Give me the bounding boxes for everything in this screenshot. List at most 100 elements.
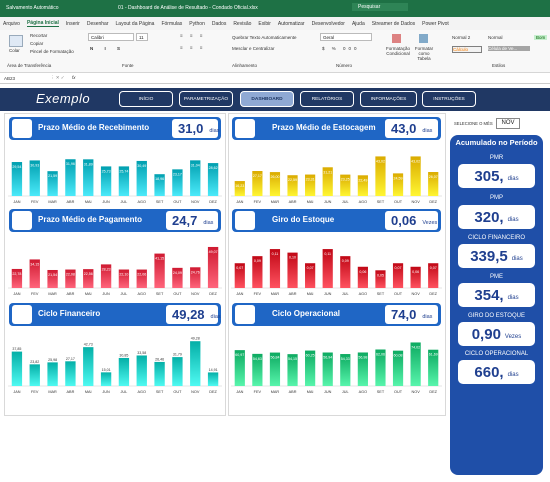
accumulated-panel: Acumulado no Período PMR 305, dias PMP 32… [450, 135, 543, 475]
merge-center-button[interactable]: Mesclar e Centralizar [232, 46, 275, 51]
nav-inicio-button[interactable]: INÍCIO [119, 91, 173, 107]
chart-data-label: 25,73 [102, 169, 111, 173]
chart-tick-label: ABR [289, 292, 297, 296]
menu-item[interactable]: Fórmulas [161, 20, 183, 27]
chart-bar [322, 167, 333, 196]
chart-tick-label: MAR [48, 200, 57, 204]
giro-estoque-label: GIRO DO ESTOQUE [468, 313, 525, 319]
style-celula-verificacao[interactable]: Célula de Ve... [488, 46, 530, 51]
font-size-select[interactable]: 11 [136, 33, 148, 41]
chart-bar [83, 269, 94, 288]
conditional-format-button[interactable]: Formatação Condicional [385, 46, 410, 56]
menu-item[interactable]: Dados [211, 20, 227, 27]
autosave-label[interactable]: Salvamento Automático [6, 5, 59, 11]
align-top-buttons[interactable]: ≡ ≡ ≡ [180, 33, 206, 38]
chart-bar [190, 267, 201, 288]
nav-band: Exemplo INÍCIO PARAMETRIZAÇÃO DASHBOARD … [0, 88, 550, 111]
chart-data-label: 49,28 [191, 337, 200, 341]
chart-bar [269, 172, 281, 196]
nav-instrucoes-button[interactable]: INSTRUÇÕES [422, 91, 476, 107]
font-name-select[interactable]: Calibri [88, 33, 134, 41]
boxes-icon: ▣ [235, 211, 255, 230]
menu-item[interactable]: Automatizar [277, 20, 305, 27]
chart-data-label: 31,89 [84, 162, 93, 166]
menu-item[interactable]: Desenhar [86, 20, 109, 27]
chart-tick-label: DEZ [209, 200, 217, 204]
chart-data-label: 33,58 [137, 351, 146, 355]
chart-tick-label: OUT [394, 390, 403, 394]
menu-item[interactable]: Power Pivot [422, 20, 449, 27]
chart-data-label: 25,98 [48, 358, 57, 362]
card-pme-value: 43,0 dias [385, 119, 438, 138]
chart-bar [305, 174, 316, 196]
dashboard-title: Exemplo [36, 91, 91, 106]
chart-data-label: 37,85 [12, 347, 21, 351]
number-format-buttons[interactable]: $ % 000 [322, 46, 360, 51]
chart-tick-label: AGO [359, 292, 367, 296]
alignment-group-label: Alinhamento [232, 63, 258, 68]
chart-tick-label: NOV [412, 390, 421, 394]
name-box[interactable]: AB23 [4, 76, 16, 81]
formula-icons: ⋮ ✕ ✓ [50, 75, 65, 80]
menu-item[interactable]: Desenvolvedor [311, 20, 345, 27]
chart-data-label: 0,07 [236, 266, 243, 270]
menu-item[interactable]: Arquivo [3, 20, 20, 27]
font-style-buttons[interactable]: N I S [90, 46, 126, 51]
chart-bar [428, 172, 439, 196]
chart-data-label: 43,02 [411, 159, 420, 163]
ciclo-operacional-total: 660, dias [458, 360, 535, 384]
paste-button[interactable]: Colar [9, 48, 20, 53]
title-bar: Salvamento Automático 01 - Dashboard de … [0, 0, 550, 17]
menu-item[interactable]: Página Inicial [26, 20, 59, 27]
chart-bar [136, 160, 147, 196]
menu-item[interactable]: Layout da Página [115, 20, 155, 27]
menu-item[interactable]: Inserir [65, 20, 80, 27]
select-month-dropdown[interactable]: NOV [496, 118, 520, 129]
number-group-label: Número [336, 63, 353, 68]
menu-item[interactable]: Ajuda [351, 20, 365, 27]
style-normal[interactable]: Normal [488, 35, 503, 40]
chart-bar [305, 350, 316, 386]
format-painter-button[interactable]: Pincel de Formatação [30, 49, 74, 54]
chart-data-label: 22,08 [66, 273, 75, 277]
chart-data-label: 60,08 [394, 354, 403, 358]
chart-data-label: 23,31 [306, 178, 315, 182]
menu-item[interactable]: Revisão [233, 20, 252, 27]
gears-icon: ⚙ [235, 305, 255, 324]
chart-tick-label: FEV [31, 292, 39, 296]
chart-data-label: 27,17 [66, 357, 75, 361]
align-horizontal-buttons[interactable]: ≡ ≡ ≡ [180, 45, 206, 50]
chart-tick-label: JUL [121, 292, 128, 296]
style-bom[interactable]: Bom [534, 35, 548, 40]
chart-bar [287, 252, 298, 288]
chart-data-label: 26,00 [270, 175, 279, 179]
menu-item[interactable]: Exibir [258, 20, 271, 27]
nav-parametrizacao-button[interactable]: PARAMETRIZAÇÃO [179, 91, 233, 107]
cut-button[interactable]: Recortar [30, 33, 48, 38]
chart-data-label: 34,15 [30, 262, 39, 266]
menu-item[interactable]: Python [189, 20, 205, 27]
style-calculo[interactable]: Cálculo [452, 46, 482, 53]
format-as-table-button[interactable]: Formatar como Tabela [414, 46, 434, 61]
number-format-select[interactable]: Geral [320, 33, 372, 41]
fx-icon[interactable]: fx [72, 75, 76, 80]
wrap-text-button[interactable]: Quebrar Texto Automaticamente [232, 35, 297, 40]
nav-informacoes-button[interactable]: INFORMAÇÕES [360, 91, 417, 107]
nav-relatorios-button[interactable]: RELATÓRIOS [300, 91, 354, 107]
chart-data-label: 56,84 [270, 356, 279, 360]
chart-bar [392, 173, 404, 196]
nav-dashboard-button[interactable]: DASHBOARD [240, 91, 294, 107]
chart-bar [11, 162, 23, 196]
chart-data-label: 41,15 [155, 257, 164, 261]
chart-data-label: 0,07 [307, 266, 314, 270]
copy-button[interactable]: Copiar [30, 41, 44, 46]
chart-tick-label: SET [156, 200, 164, 204]
chart-bar [172, 357, 183, 386]
search-box[interactable]: Pesquisar [352, 3, 409, 11]
menu-item[interactable]: Streamer de Dados [371, 20, 416, 27]
chart-tick-label: DEZ [429, 200, 437, 204]
chart-tick-label: ABR [289, 390, 297, 394]
chart-bar [100, 166, 112, 196]
style-normal2[interactable]: Normal 2 [452, 35, 471, 40]
chart-data-label: 0,11 [272, 252, 279, 256]
